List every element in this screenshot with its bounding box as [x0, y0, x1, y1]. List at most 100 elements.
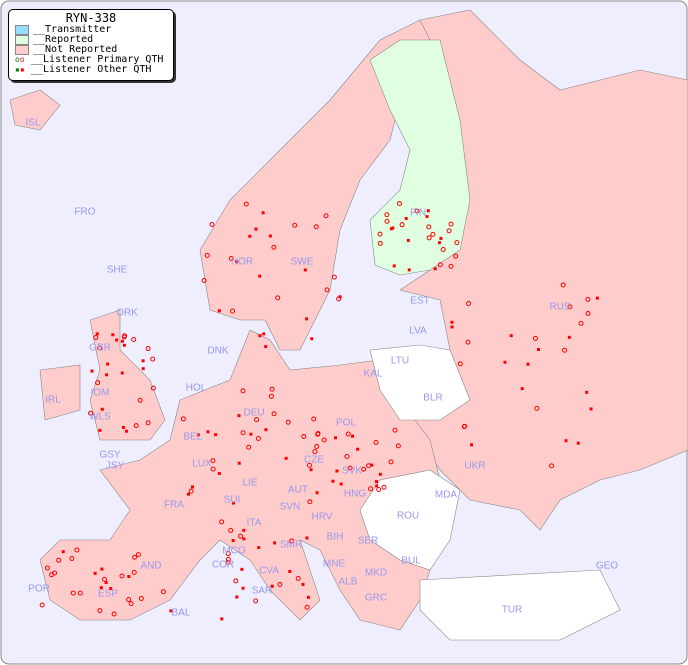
listener-primary-marker	[246, 444, 252, 450]
country-label: ESP	[97, 588, 119, 600]
listener-primary-marker	[381, 484, 387, 490]
listener-primary-marker	[289, 538, 295, 544]
listener-other-marker	[273, 541, 277, 545]
listener-primary-marker	[388, 459, 394, 465]
listener-primary-marker	[448, 221, 454, 227]
listener-other-marker	[187, 492, 191, 496]
swatch	[15, 35, 29, 45]
listener-other-marker	[270, 584, 274, 588]
listener-primary-marker	[384, 212, 390, 218]
listener-primary-marker	[95, 380, 101, 386]
legend-label: __Not Reported	[33, 44, 118, 55]
listener-primary-marker	[150, 385, 156, 391]
listener-other-marker	[268, 234, 272, 238]
listener-primary-marker	[323, 213, 329, 219]
listener-primary-marker	[240, 388, 246, 394]
land-finland	[369, 39, 471, 276]
listener-other-marker	[309, 468, 313, 472]
listener-other-marker	[124, 429, 128, 433]
listener-other-marker	[241, 586, 245, 590]
listener-other-marker	[404, 216, 408, 220]
country-label: CVA	[259, 565, 279, 577]
listener-other-marker	[370, 463, 374, 467]
listener-other-marker	[305, 317, 309, 321]
listener-primary-marker	[384, 218, 390, 224]
swatch	[15, 45, 29, 55]
swatch	[15, 25, 29, 35]
listener-primary-marker	[366, 463, 372, 469]
country-label: CZE	[304, 454, 324, 466]
listener-primary-marker	[219, 519, 225, 525]
listener-primary-marker	[225, 559, 231, 565]
listener-other-marker	[98, 428, 102, 432]
listener-primary-marker	[532, 335, 538, 341]
listener-other-marker	[261, 211, 265, 215]
country-label: POR	[28, 583, 50, 595]
listener-primary-marker	[315, 431, 321, 437]
country-label: POL	[335, 417, 357, 429]
listener-other-marker	[589, 407, 593, 411]
listener-other-marker	[122, 343, 126, 347]
country-label: NOR	[230, 256, 254, 268]
listener-other-marker	[231, 539, 235, 543]
listener-other-marker	[115, 338, 119, 342]
listener-other-marker	[301, 582, 305, 586]
country-label: FIN	[409, 207, 427, 219]
listener-primary-marker	[138, 596, 144, 602]
listener-primary-marker	[562, 347, 568, 353]
listener-primary-marker	[56, 557, 62, 563]
country-label: MCO	[222, 545, 246, 557]
listener-primary-marker	[97, 608, 103, 614]
country-label: SER	[357, 535, 379, 547]
listener-primary-marker	[271, 244, 277, 250]
listener-other-marker	[249, 432, 253, 436]
listener-primary-marker	[373, 440, 379, 446]
country-label: SAR	[251, 585, 273, 597]
listener-other-marker	[450, 325, 454, 329]
listener-primary-marker	[253, 598, 259, 604]
listener-other-marker	[217, 471, 221, 475]
listener-primary-marker	[121, 334, 127, 340]
listener-other-marker	[99, 586, 103, 590]
listener-primary-marker	[285, 419, 291, 425]
country-label: LUX	[192, 458, 212, 470]
country-label: BEL	[183, 431, 203, 443]
listener-primary-marker	[111, 611, 117, 617]
listener-other-marker	[526, 362, 530, 366]
country-label: ISL	[25, 117, 41, 129]
listener-primary-marker	[430, 231, 436, 237]
listener-other-marker	[121, 425, 125, 429]
listener-primary-marker	[560, 282, 566, 288]
listener-other-marker	[564, 439, 568, 443]
listener-other-marker	[433, 267, 437, 271]
listener-primary-marker	[453, 253, 459, 259]
listener-other-marker	[254, 227, 258, 231]
country-label: SVN	[279, 501, 301, 513]
legend-item-transmitter: __Transmitter	[9, 25, 173, 35]
listener-other-marker	[375, 480, 379, 484]
listener-other-marker	[315, 491, 319, 495]
listener-other-marker	[262, 332, 266, 336]
country-label: SVK	[341, 465, 363, 477]
listener-primary-marker	[567, 304, 573, 310]
country-label: GRC	[364, 592, 388, 604]
country-label: DEU	[243, 407, 265, 419]
listener-primary-marker	[268, 393, 274, 399]
listener-other-marker	[190, 485, 194, 489]
listener-primary-marker	[437, 262, 443, 268]
land-scandinavia	[199, 19, 441, 351]
listener-other-marker	[288, 569, 292, 573]
listener-primary-marker	[306, 462, 312, 468]
country-label: SWE	[290, 256, 314, 268]
listener-primary-marker	[201, 278, 207, 284]
listener-other-marker	[351, 434, 355, 438]
listener-primary-marker	[304, 604, 310, 610]
listener-other-marker	[450, 320, 454, 324]
listener-primary-marker	[225, 551, 231, 557]
listener-primary-marker	[188, 488, 194, 494]
listener-primary-marker	[396, 201, 402, 207]
listener-other-marker	[242, 537, 246, 541]
listener-primary-marker	[93, 335, 99, 341]
square-marker-icon: ▪▪	[15, 65, 25, 74]
listener-primary-marker	[44, 565, 50, 571]
